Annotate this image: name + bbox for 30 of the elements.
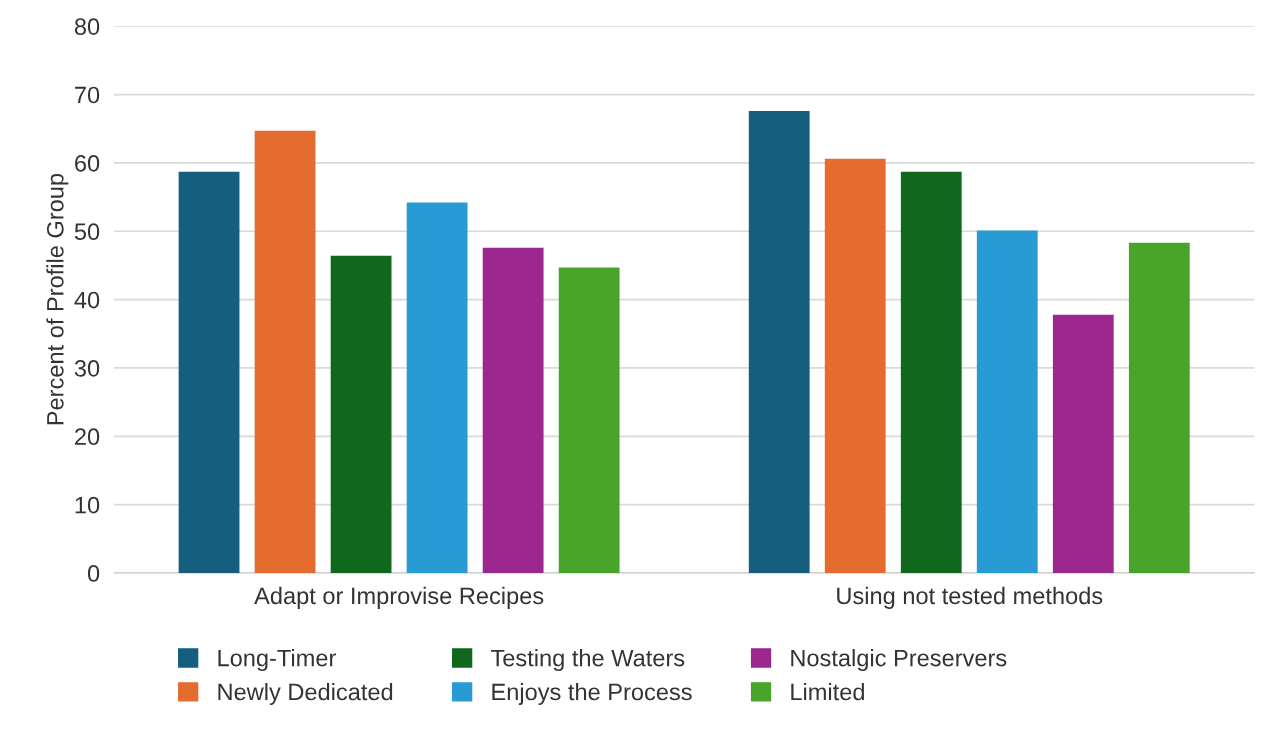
bar xyxy=(330,255,392,573)
x-tick-label: Using not tested methods xyxy=(837,586,1103,609)
bar xyxy=(824,158,886,573)
y-tick-label: 30 xyxy=(74,360,100,377)
legend-label: Testing the Waters xyxy=(491,649,685,672)
bar xyxy=(748,110,810,573)
y-tick-label: 80 xyxy=(74,18,100,35)
bar xyxy=(1128,242,1190,573)
bar xyxy=(406,202,468,573)
y-tick-label: 60 xyxy=(75,154,100,172)
y-tick-label: 70 xyxy=(75,86,100,104)
y-axis-title: Percent of Profile Group xyxy=(46,173,69,425)
bar xyxy=(900,171,962,573)
y-tick-label: 10 xyxy=(75,496,100,514)
legend-label: Enjoys the Process xyxy=(492,682,692,705)
bar xyxy=(178,171,240,573)
x-tick-label: Adapt or Improvise Recipes xyxy=(254,586,544,609)
y-tick-label: 50 xyxy=(74,223,100,241)
bar xyxy=(976,230,1038,573)
legend-label: Limited xyxy=(791,682,864,701)
legend-label: Newly Dedicated xyxy=(218,682,393,705)
legend-label: Long-Timer xyxy=(218,649,336,672)
bar xyxy=(1052,314,1114,573)
legend-label: Nostalgic Preservers xyxy=(791,649,1007,672)
bar xyxy=(254,130,316,573)
bar xyxy=(558,267,620,573)
y-tick-label: 40 xyxy=(74,291,100,309)
bar xyxy=(482,247,544,573)
y-tick-label: 20 xyxy=(75,428,100,446)
y-tick-label: 0 xyxy=(87,565,100,582)
